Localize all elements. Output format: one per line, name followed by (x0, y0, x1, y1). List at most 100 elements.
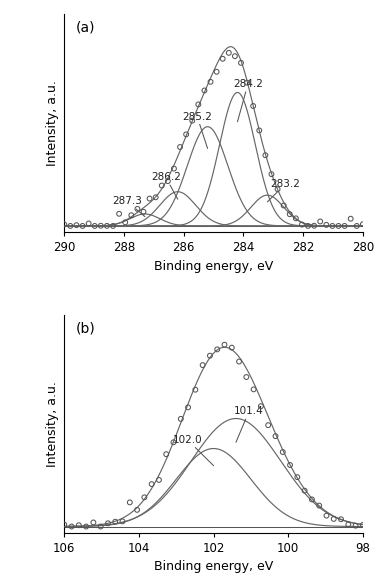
Point (68, 522, 74, 531)
Point (220, 54, 226, 63)
Point (268, 169, 274, 179)
Point (170, 438, 177, 447)
Point (331, 514, 337, 524)
Point (342, 221, 348, 230)
Point (201, 86, 208, 95)
Point (105, 518, 111, 528)
Point (92, 221, 98, 230)
Point (232, 52, 238, 61)
Point (159, 181, 165, 190)
Point (353, 521, 359, 530)
Text: (a): (a) (76, 21, 96, 35)
Point (226, 48, 232, 58)
Point (76, 521, 82, 530)
Point (299, 220, 305, 229)
Point (134, 505, 140, 514)
Point (287, 210, 293, 219)
Text: 287.3: 287.3 (112, 196, 145, 217)
Point (287, 460, 293, 469)
Point (265, 420, 271, 430)
Point (141, 492, 147, 502)
Point (67, 221, 73, 230)
Point (195, 100, 201, 109)
Point (280, 448, 286, 457)
Text: 101.4: 101.4 (234, 406, 264, 442)
Point (127, 498, 133, 507)
X-axis label: Binding energy, eV: Binding energy, eV (154, 260, 273, 273)
Point (348, 214, 354, 223)
Point (192, 385, 198, 395)
Point (147, 194, 153, 203)
Point (177, 142, 183, 151)
Point (280, 201, 287, 210)
Point (90, 518, 96, 527)
Point (238, 58, 244, 67)
Point (183, 130, 189, 139)
Point (189, 116, 195, 125)
Point (360, 219, 366, 229)
Point (116, 209, 122, 218)
Point (214, 67, 220, 77)
Point (134, 204, 140, 214)
Point (258, 401, 264, 411)
Point (274, 184, 280, 194)
Text: 286.2: 286.2 (151, 172, 181, 199)
Point (153, 193, 159, 202)
Point (141, 207, 147, 217)
Text: 102.0: 102.0 (173, 435, 214, 465)
Point (302, 486, 308, 495)
Point (98, 221, 104, 230)
Point (338, 514, 344, 524)
Point (149, 479, 155, 488)
Point (262, 150, 268, 160)
Point (61, 220, 67, 229)
Point (185, 403, 191, 412)
Text: 284.2: 284.2 (233, 79, 263, 122)
Point (250, 101, 256, 111)
Point (273, 431, 279, 441)
Point (207, 351, 213, 361)
Point (317, 217, 323, 226)
Point (243, 373, 249, 382)
Point (73, 221, 79, 230)
Point (236, 357, 242, 366)
Point (171, 164, 177, 173)
Point (61, 520, 67, 529)
Y-axis label: Intensity, a.u.: Intensity, a.u. (46, 381, 59, 467)
Point (229, 343, 235, 353)
Text: 283.2: 283.2 (267, 179, 300, 202)
Point (110, 221, 116, 230)
Point (214, 345, 220, 354)
Point (329, 221, 335, 230)
Point (360, 520, 366, 529)
Point (316, 501, 322, 510)
Point (128, 211, 134, 220)
Point (165, 176, 171, 185)
Point (311, 221, 317, 230)
Text: (b): (b) (76, 321, 96, 335)
Point (305, 221, 311, 230)
Point (345, 520, 351, 529)
Point (294, 472, 301, 482)
Point (293, 214, 299, 223)
Point (354, 221, 360, 230)
Point (178, 414, 184, 423)
Point (324, 511, 330, 520)
Point (85, 219, 91, 228)
Point (309, 495, 315, 504)
X-axis label: Binding energy, eV: Binding energy, eV (154, 560, 273, 573)
Point (256, 126, 262, 135)
Point (244, 78, 250, 88)
Point (122, 218, 128, 227)
Point (200, 361, 206, 370)
Point (112, 517, 118, 526)
Y-axis label: Intensity, a.u.: Intensity, a.u. (46, 81, 59, 166)
Point (83, 522, 89, 531)
Text: 285.2: 285.2 (182, 112, 212, 149)
Point (208, 77, 214, 86)
Point (98, 522, 104, 531)
Point (79, 221, 85, 230)
Point (156, 475, 162, 484)
Point (336, 221, 342, 230)
Point (222, 340, 228, 349)
